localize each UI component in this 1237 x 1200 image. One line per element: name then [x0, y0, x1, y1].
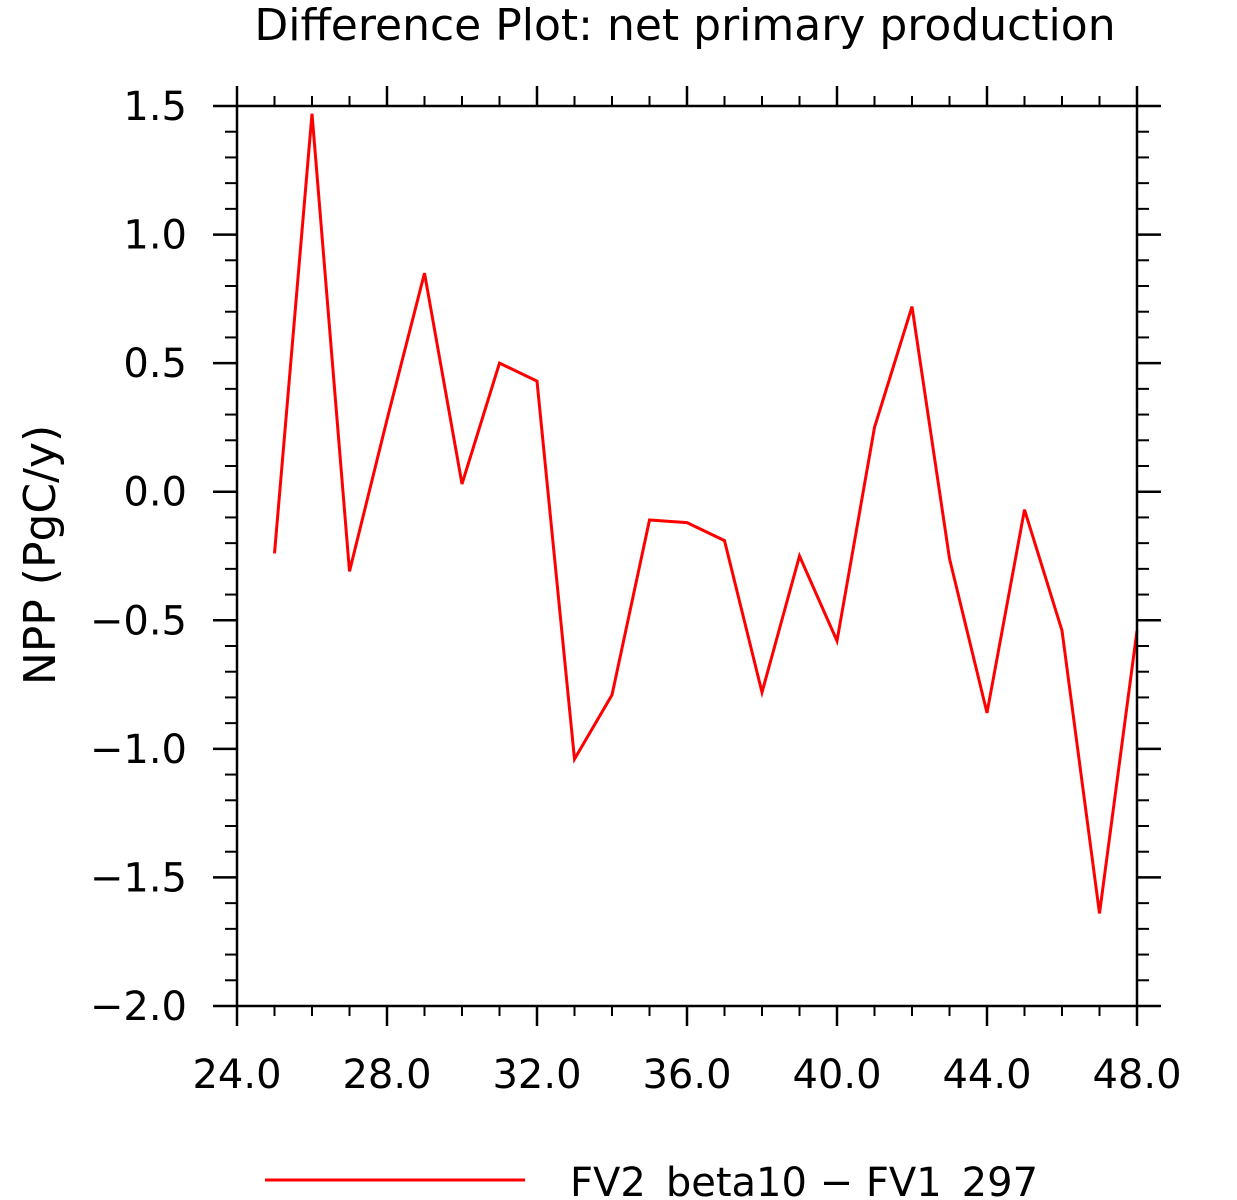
- y-axis-label: NPP (PgC/y): [15, 425, 66, 685]
- y-tick-label: 0.5: [123, 341, 187, 387]
- y-tick-label: −1.5: [90, 855, 187, 901]
- plot-frame: [235, 104, 1139, 1008]
- y-tick-label: 1.0: [123, 213, 187, 259]
- axis-ticks: [213, 86, 1161, 1026]
- y-tick-label: 1.5: [123, 84, 187, 130]
- series-line: [273, 113, 1139, 914]
- x-tick-label: 24.0: [192, 1052, 281, 1098]
- legend-label: FV2_beta10 − FV1_297: [570, 1160, 1038, 1200]
- tick-labels: 24.0 28.0 32.0 36.0 40.0 44.0 48.0 −2.0 −1.5 −1.0…: [90, 84, 1182, 1098]
- y-tick-label: −0.5: [90, 598, 187, 644]
- y-tick-label: 0.0: [123, 470, 187, 516]
- x-tick-label: 48.0: [1092, 1052, 1181, 1098]
- series-layer: [273, 113, 1139, 914]
- x-tick-label: 36.0: [642, 1052, 731, 1098]
- x-tick-label: 28.0: [342, 1052, 431, 1098]
- x-tick-label: 32.0: [492, 1052, 581, 1098]
- y-tick-label: −1.0: [90, 727, 187, 773]
- x-tick-label: 40.0: [792, 1052, 881, 1098]
- x-tick-label: 44.0: [942, 1052, 1031, 1098]
- y-tick-label: −2.0: [90, 984, 187, 1030]
- legend: FV2_beta10 − FV1_297: [265, 1160, 1038, 1200]
- chart-title: Difference Plot: net primary production: [254, 0, 1115, 51]
